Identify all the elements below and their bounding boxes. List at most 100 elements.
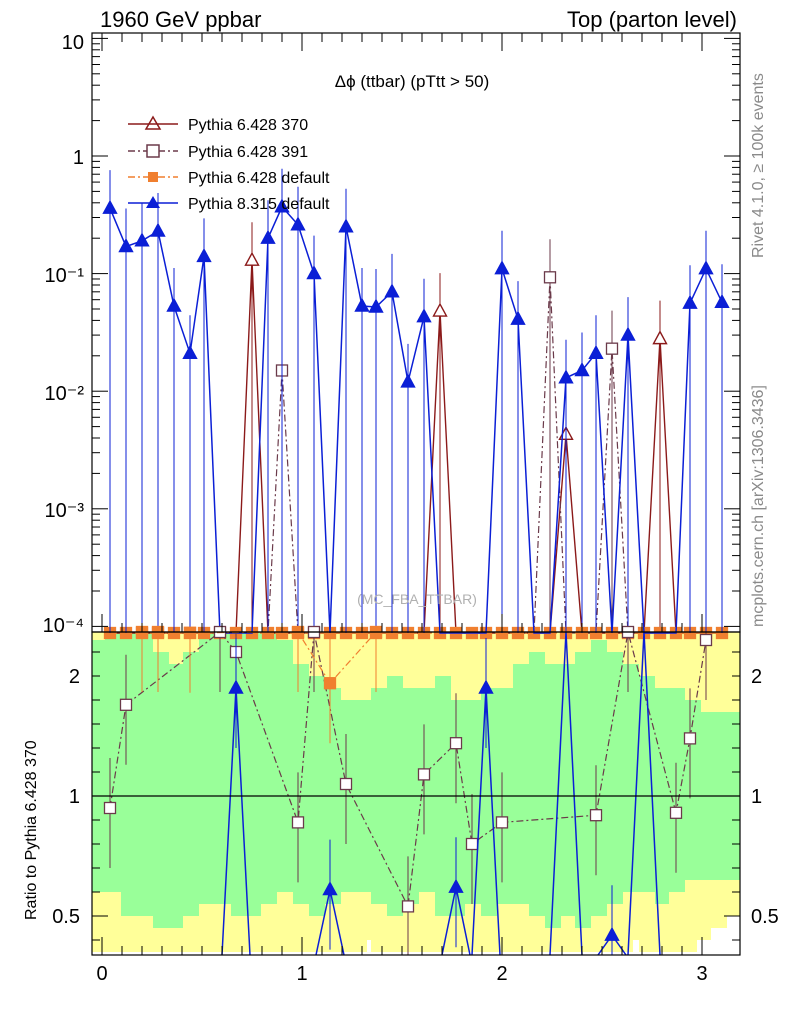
x-tick-label-0: 0 [96,963,107,985]
legend-entry-p370: Pythia 6.428 370 [128,115,308,134]
point-s3-4 [166,297,182,312]
legend: Pythia 6.428 370 Pythia 6.428 391 Pythia… [128,115,330,213]
legend-label-p370: Pythia 6.428 370 [188,117,308,134]
ratio-point-s0-8 [417,768,431,781]
point-s3-1 [118,238,134,253]
header-left: 1960 GeV ppbar [100,7,261,32]
ratio-tick-label-2-left: 2 [69,666,80,688]
point-s3-19 [400,373,416,388]
ratio-point-s2-4 [604,926,620,941]
ratio-point-s1-4 [323,677,337,690]
legend-marker-p8 [146,196,160,208]
x-tick-label-3: 3 [696,963,707,985]
point-s3-12 [290,216,306,231]
ratio-point-s0-14 [669,806,683,819]
series-line-3 [109,205,723,634]
point-s3-31 [588,344,604,360]
ratio-point-s0-6 [339,777,353,791]
ratio-ylabel: Ratio to Pythia 6.428 370 [23,740,40,920]
y-tick-label-1e-2: 10⁻² [45,383,85,405]
ratio-uncertainty-bands [92,632,740,952]
ratio-point-s0-15 [683,732,697,745]
legend-label-p8: Pythia 8.315 default [188,196,330,213]
legend-entry-pdef: Pythia 6.428 default [128,170,330,187]
y-tick-label-1e1: 10 [62,32,84,54]
chart-title: Δϕ (ttbar) (pTtt > 50) [335,72,490,91]
point-s3-3 [150,222,166,237]
ratio-point-s2-3 [478,679,494,694]
point-s3-17 [368,298,384,313]
rivet-version-label: Rivet 4.1.0, ≥ 100k events [750,73,767,258]
ratio-series-layer [103,625,713,956]
ratio-point-s2-0 [228,679,244,694]
series-line-0 [110,260,722,634]
point-s3-26 [510,310,526,325]
point-s3-29 [558,369,574,384]
x-axis-labels: 0 1 2 3 [96,963,707,985]
axis-ticks [92,33,740,955]
ratio-tick-label-0.5-left: 0.5 [52,906,80,928]
point-s3-15 [338,218,354,233]
point-s3-20 [416,308,432,323]
legend-entry-p391: Pythia 6.428 391 [128,144,308,161]
ratio-tick-label-1-left: 1 [69,786,80,808]
ratio-point-s0-16 [699,633,713,647]
point-s3-30 [574,362,590,377]
point-s3-16 [354,297,370,312]
legend-entry-p8: Pythia 8.315 default [128,196,330,213]
ratio-point-s1-2 [183,626,197,639]
analysis-watermark: (MC_FBA_TTBAR) [357,591,477,607]
y-axis-main-labels: 10 1 10⁻¹ 10⁻² 10⁻³ 10⁻⁴ [43,32,85,637]
mcplots-credit: mcplots.cern.ch [arXiv:1306.3436] [750,385,767,627]
point-s3-13 [306,265,322,280]
y-tick-label-1e-4: 10⁻⁴ [43,615,84,637]
x-tick-label-2: 2 [496,963,507,985]
y-tick-label-1e-3: 10⁻³ [45,500,85,522]
point-s3-18 [384,283,400,298]
point-s3-25 [494,260,510,275]
ratio-point-s0-10 [465,837,479,851]
legend-marker-p391 [146,144,160,158]
y-tick-label-1e-1: 10⁻¹ [45,265,85,287]
ratio-point-s0-0 [103,801,117,815]
ratio-tick-label-1-right: 1 [751,786,762,808]
ratio-tick-label-2-right: 2 [751,666,762,688]
point-s0-35 [652,330,668,345]
ratio-point-s0-9 [449,737,463,750]
point-s3-38 [698,260,714,275]
y-axis-ratio-labels: 2 1 0.5 2 1 0.5 [52,666,779,928]
ratio-point-s2-2 [448,878,464,893]
ratio-point-s0-4 [291,816,305,829]
ratio-point-s0-7 [401,900,415,913]
point-s0-9 [244,251,260,266]
series-line-1 [110,277,722,634]
point-s3-10 [260,229,276,244]
legend-label-p391: Pythia 6.428 391 [188,144,308,161]
plot-frames [91,32,741,956]
point-s0-21 [432,302,448,317]
ratio-point-s0-11 [495,816,509,829]
point-s3-11 [274,198,290,213]
legend-marker-pdef [148,172,158,182]
y-tick-label-1e0: 1 [73,147,84,169]
ratio-line-1 [142,631,377,685]
point-s3-5 [182,344,198,360]
ratio-point-s0-1 [119,698,133,711]
ratio-plot-frame [91,631,741,956]
ratio-point-s0-12 [589,809,603,822]
legend-label-pdef: Pythia 6.428 default [188,170,330,187]
legend-marker-p370 [144,115,162,130]
point-s3-37 [682,294,698,309]
point-s1-28 [543,271,557,284]
point-s3-39 [714,293,730,309]
header-right: Top (parton level) [567,7,737,32]
point-s1-32 [605,342,619,355]
point-s3-33 [620,326,636,341]
ratio-tick-label-0.5-right: 0.5 [751,906,779,928]
main-series-layer [102,168,730,640]
point-s3-0 [102,199,118,214]
point-s3-6 [196,247,212,263]
x-tick-label-1: 1 [296,963,307,985]
ratio-point-s2-1 [322,881,338,896]
